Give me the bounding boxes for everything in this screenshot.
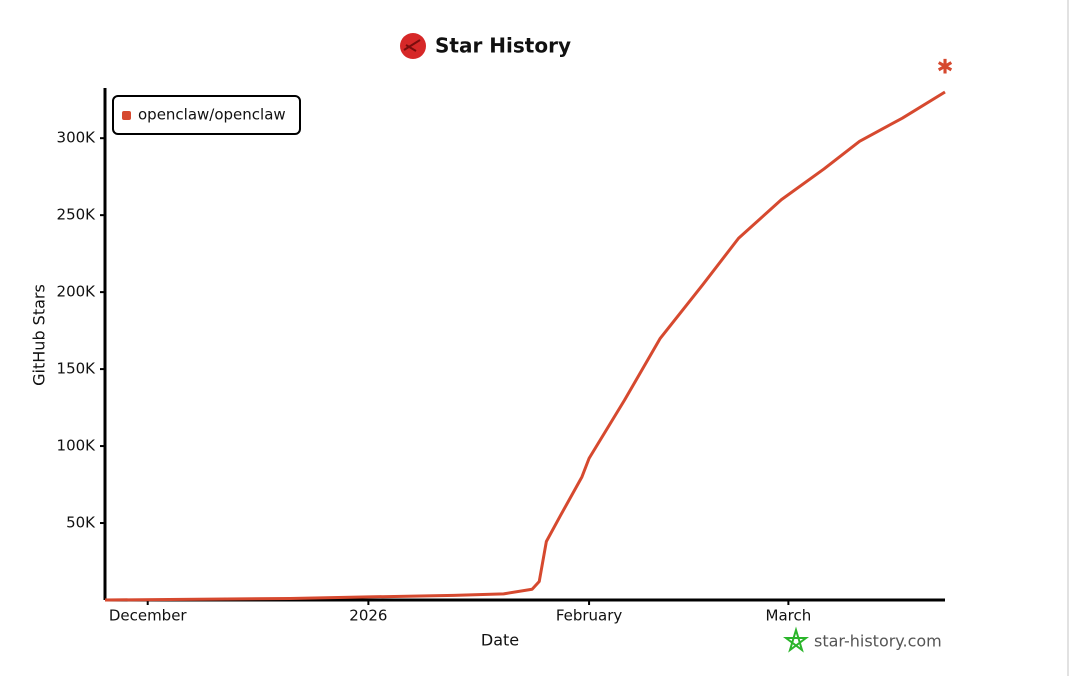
y-tick-label: 300K [57,129,97,147]
logo-icon [400,33,426,59]
end-icon: ✱ [937,55,954,79]
logo-mark [403,39,421,52]
y-tick-label: 100K [57,437,97,455]
x-tick-label: February [556,607,623,625]
chart-title: Star History [435,34,571,58]
legend-label: openclaw/openclaw [138,106,286,124]
series-line [104,90,946,602]
y-tick-label: 250K [57,206,97,224]
y-axis-label: GitHub Stars [30,284,49,386]
legend-box [112,95,301,135]
x-axis-label: Date [481,631,519,650]
x-tick-label: 2026 [349,607,387,625]
y-tick-label: 50K [66,514,96,532]
y-tick-label: 150K [57,360,97,378]
legend-swatch [122,111,131,120]
watermark: star-history.com [814,632,942,651]
watermark-icon [783,626,809,653]
x-tick-label: March [766,607,812,625]
x-tick-label: December [109,607,188,625]
y-tick-label: 200K [57,283,97,301]
